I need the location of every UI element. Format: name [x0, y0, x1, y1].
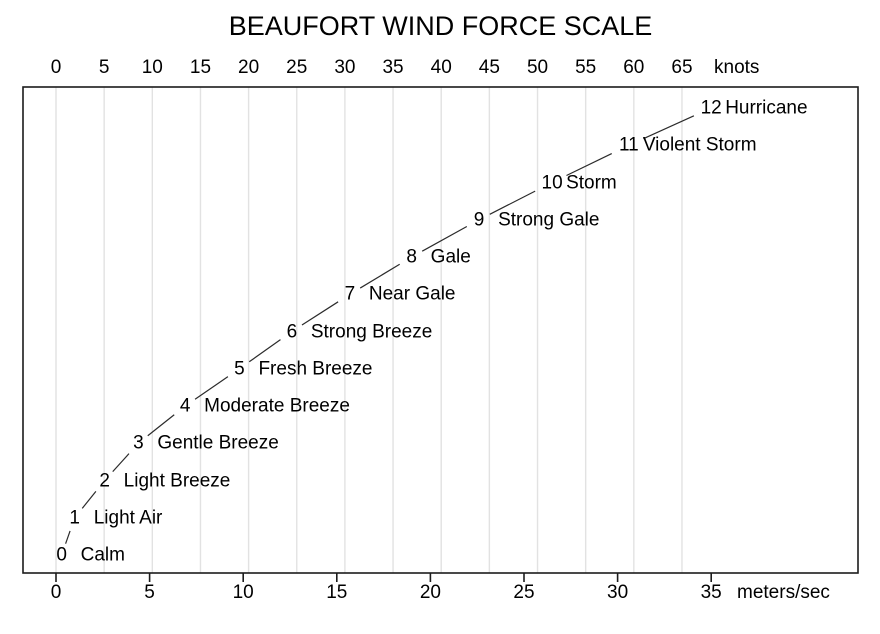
plot-frame: [22, 86, 859, 574]
curve-segment: [65, 530, 71, 544]
top-axis-tick-label: 40: [430, 57, 452, 78]
curve-segment: [566, 153, 613, 177]
top-axis-tick-label: 55: [575, 57, 597, 78]
top-axis-tick-label: 15: [189, 57, 212, 78]
beaufort-name-label: Storm: [566, 172, 617, 193]
beaufort-number-label: 1: [69, 507, 81, 529]
bottom-axis-tick-label: 30: [607, 582, 629, 603]
top-axis-tick-label: 5: [98, 57, 110, 78]
curve-segment: [301, 301, 339, 326]
bottom-axis-tick-label: 20: [419, 582, 441, 603]
top-axis-tick-label: 35: [382, 57, 404, 78]
beaufort-name-label: Gale: [430, 246, 471, 268]
beaufort-number-label: 10: [541, 172, 563, 193]
beaufort-name-label: Strong Breeze: [310, 321, 433, 342]
beaufort-name-label: Light Breeze: [123, 470, 231, 491]
top-axis-tick-label: 25: [286, 57, 308, 78]
beaufort-number-label: 4: [179, 395, 191, 417]
beaufort-name-label: Light Air: [93, 507, 163, 529]
top-axis-tick-label: 50: [526, 57, 549, 78]
top-axis-tick-label: 30: [334, 57, 356, 78]
beaufort-number-label: 12: [700, 97, 722, 119]
curve-segment: [643, 115, 695, 140]
curve-segment: [194, 376, 229, 400]
top-axis-tick-label: 60: [623, 57, 645, 78]
bottom-axis-tick-label: 5: [144, 582, 155, 603]
curve-segment: [112, 453, 130, 473]
beaufort-number-label: 5: [234, 358, 245, 380]
curve-segment: [421, 225, 468, 252]
beaufort-name-label: Calm: [80, 544, 125, 566]
top-axis-tick-label: 20: [238, 57, 260, 78]
beaufort-name-label: Hurricane: [725, 97, 808, 119]
top-axis-tick-label: 0: [50, 57, 62, 78]
beaufort-number-label: 3: [133, 432, 144, 454]
top-axis-tick-label: 65: [671, 57, 693, 78]
beaufort-number-label: 11: [618, 134, 639, 156]
bottom-axis-tick-label: 10: [232, 582, 254, 603]
beaufort-number-label: 2: [99, 470, 110, 491]
beaufort-number-label: 6: [286, 321, 298, 342]
bottom-axis-tick-label: 0: [50, 582, 62, 603]
curve-segment: [248, 339, 281, 363]
beaufort-number-label: 0: [56, 544, 67, 566]
curve-segment: [81, 491, 97, 509]
beaufort-name-label: Fresh Breeze: [258, 358, 373, 380]
beaufort-name-label: Moderate Breeze: [204, 395, 350, 417]
beaufort-name-label: Gentle Breeze: [157, 432, 279, 454]
curve-segment: [359, 263, 401, 289]
bottom-axis-tick-label: 15: [326, 582, 348, 603]
bottom-axis-tick-label: 25: [513, 582, 535, 603]
curve-segment: [147, 414, 175, 437]
beaufort-number-label: 9: [473, 209, 485, 231]
top-axis-tick-label: 45: [478, 57, 500, 78]
beaufort-number-label: 7: [344, 283, 356, 305]
beaufort-name-label: Near Gale: [368, 283, 456, 305]
bottom-axis-unit-label: meters/sec: [737, 582, 830, 603]
top-axis-unit-label: knots: [714, 57, 760, 78]
beaufort-name-label: Violent Storm: [642, 134, 757, 156]
chart-title: BEAUFORT WIND FORCE SCALE: [228, 11, 653, 41]
top-axis-tick-label: 10: [141, 57, 163, 78]
beaufort-name-label: Strong Gale: [498, 209, 600, 231]
beaufort-number-label: 8: [406, 246, 417, 268]
curve-segment: [489, 190, 536, 215]
bottom-axis-tick-label: 35: [700, 582, 722, 603]
